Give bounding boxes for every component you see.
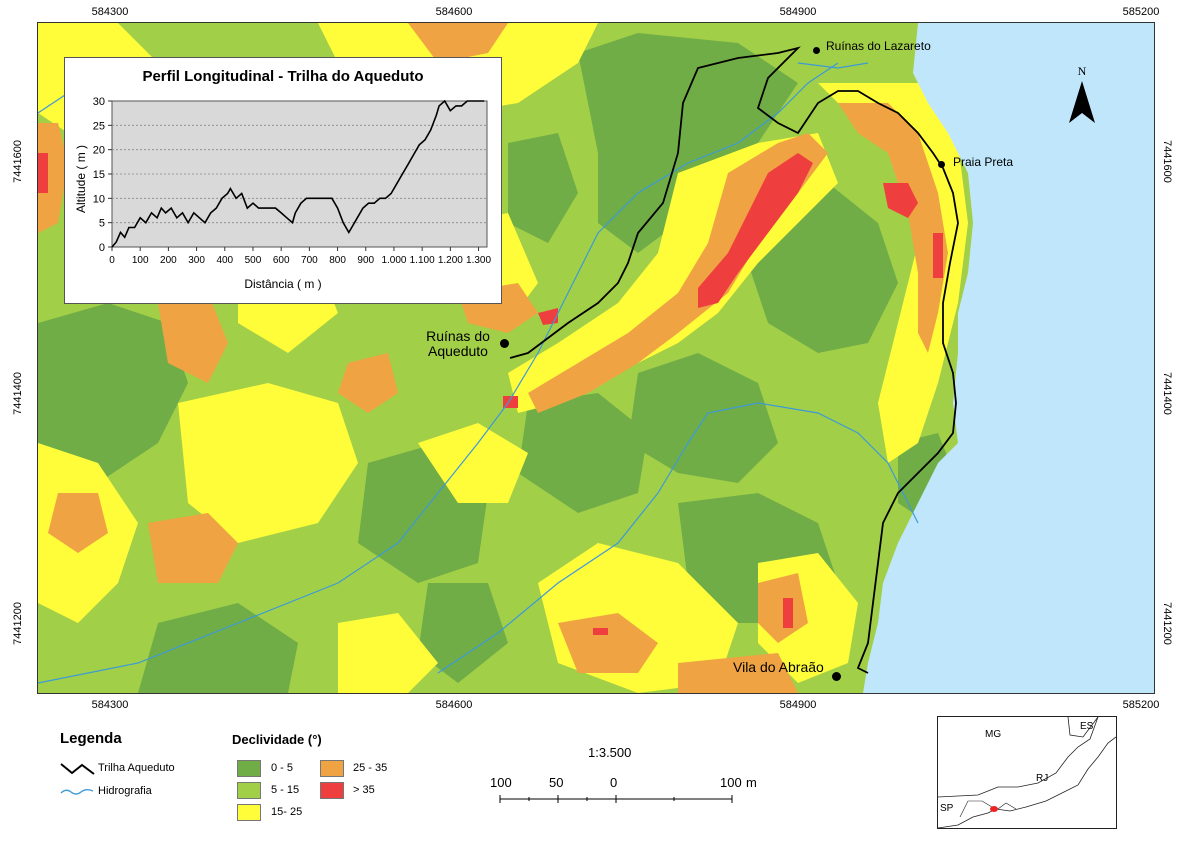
legend-class-15-25: 15- 25 (271, 806, 303, 818)
legend-class-gt-35: > 35 (353, 784, 375, 796)
x-tick-label: 1.100 (410, 255, 435, 266)
x-tick-label: 1.000 (381, 255, 406, 266)
legend-hydro-symbol (60, 784, 96, 802)
place-label-aqueduto: Ruínas do Aqueduto (420, 329, 496, 359)
inset-map-drawing (938, 717, 1116, 828)
coord-bottom-2: 584600 (435, 699, 473, 711)
slope-class-gt-35 (38, 153, 943, 635)
legend-trail-label: Trilha Aqueduto (98, 762, 175, 774)
inset-label-sp: SP (940, 803, 954, 814)
scale-label-100-left: 100 (490, 775, 512, 790)
place-marker-aqueduto[interactable] (500, 339, 509, 348)
legend-title: Legenda (60, 730, 122, 747)
inset-label-es: ES (1080, 721, 1094, 732)
x-tick-label: 1.200 (438, 255, 463, 266)
profile-line (111, 99, 485, 248)
place-label-praia-preta: Praia Preta (953, 155, 1014, 169)
legend-swatch-5-15 (237, 782, 261, 799)
x-tick-label: 1.300 (466, 255, 491, 266)
north-label: N (1077, 64, 1087, 78)
legend-class-5-15: 5 - 15 (271, 784, 300, 796)
north-arrow-icon (1069, 81, 1095, 123)
coord-bottom-4: 585200 (1122, 699, 1160, 711)
scale-label-0: 0 (610, 775, 618, 790)
place-marker-praia-preta[interactable] (938, 161, 945, 168)
trail-aqueduto (509, 46, 959, 674)
coord-right-1: 7441600 (1161, 140, 1173, 183)
x-tick-label: 0 (109, 255, 115, 266)
coord-bottom-1: 584300 (91, 699, 129, 711)
sea (863, 23, 1154, 693)
y-tick-label: 15 (93, 169, 105, 181)
scale-unit: m (746, 775, 757, 790)
scale-ratio: 1:3.500 (588, 745, 632, 760)
place-label-lazareto: Ruínas do Lazareto (826, 39, 931, 53)
y-tick-label: 0 (99, 242, 105, 254)
x-tick-label: 600 (273, 255, 290, 266)
north-arrow: N (1067, 64, 1097, 128)
place-marker-abraao[interactable] (832, 672, 841, 681)
y-tick-label: 25 (93, 120, 105, 132)
place-marker-lazareto[interactable] (813, 47, 820, 54)
x-tick-label: 700 (301, 255, 318, 266)
legend-slope-title: Declividade (°) (232, 732, 322, 747)
x-tick-label: 200 (160, 255, 177, 266)
place-label-aqueduto-line1: Ruínas do (426, 328, 490, 344)
place-label-abraao: Vila do Abraão (733, 659, 824, 675)
coord-right-2: 7441400 (1161, 372, 1173, 415)
x-tick-label: 400 (216, 255, 233, 266)
legend-hydro-label: Hidrografia (98, 785, 152, 797)
x-tick-label: 800 (329, 255, 346, 266)
profile-ylabel: Altitude ( m ) (74, 144, 88, 213)
x-tick-label: 500 (245, 255, 262, 266)
x-tick-label: 900 (357, 255, 374, 266)
coord-top-2: 584600 (435, 6, 473, 18)
scale-label-50: 50 (549, 775, 564, 790)
coord-top-3: 584900 (779, 6, 817, 18)
legend-swatch-25-35 (320, 760, 344, 777)
legend-swatch-15-25 (237, 804, 261, 821)
coord-top-1: 584300 (91, 6, 129, 18)
inset-label-rj: RJ (1036, 773, 1049, 784)
y-tick-label: 30 (93, 96, 105, 108)
place-label-aqueduto-line2: Aqueduto (428, 343, 488, 359)
coord-left-1: 7441600 (12, 140, 24, 183)
coord-top-4: 585200 (1122, 6, 1160, 18)
coord-left-3: 7441200 (12, 602, 24, 645)
legend-swatch-gt-35 (320, 782, 344, 799)
profile-title: Perfil Longitudinal - Trilha do Aqueduto (142, 68, 424, 85)
legend-class-25-35: 25 - 35 (353, 762, 388, 774)
coord-right-3: 7441200 (1161, 602, 1173, 645)
inset-label-mg: MG (985, 729, 1002, 740)
coord-bottom-3: 584900 (779, 699, 817, 711)
inset-location-marker (990, 806, 998, 812)
y-tick-label: 20 (93, 145, 105, 157)
y-tick-label: 10 (93, 193, 105, 205)
y-tick-label: 5 (99, 218, 105, 230)
profile-chart: Perfil Longitudinal - Trilha do Aqueduto… (64, 57, 502, 304)
scale-bar (499, 795, 733, 803)
legend-swatch-0-5 (237, 760, 261, 777)
coord-left-2: 7441400 (12, 372, 24, 415)
x-tick-label: 100 (132, 255, 149, 266)
legend-class-0-5: 0 - 5 (271, 762, 294, 774)
scale-label-100-right: 100 (720, 775, 742, 790)
inset-map: MG ES RJ SP (937, 716, 1117, 829)
x-tick-label: 300 (188, 255, 205, 266)
trail-line-icon (60, 763, 95, 775)
profile-xlabel: Distância ( m ) (244, 277, 322, 291)
river-line-icon (60, 789, 94, 795)
legend-trail-symbol (60, 760, 96, 781)
